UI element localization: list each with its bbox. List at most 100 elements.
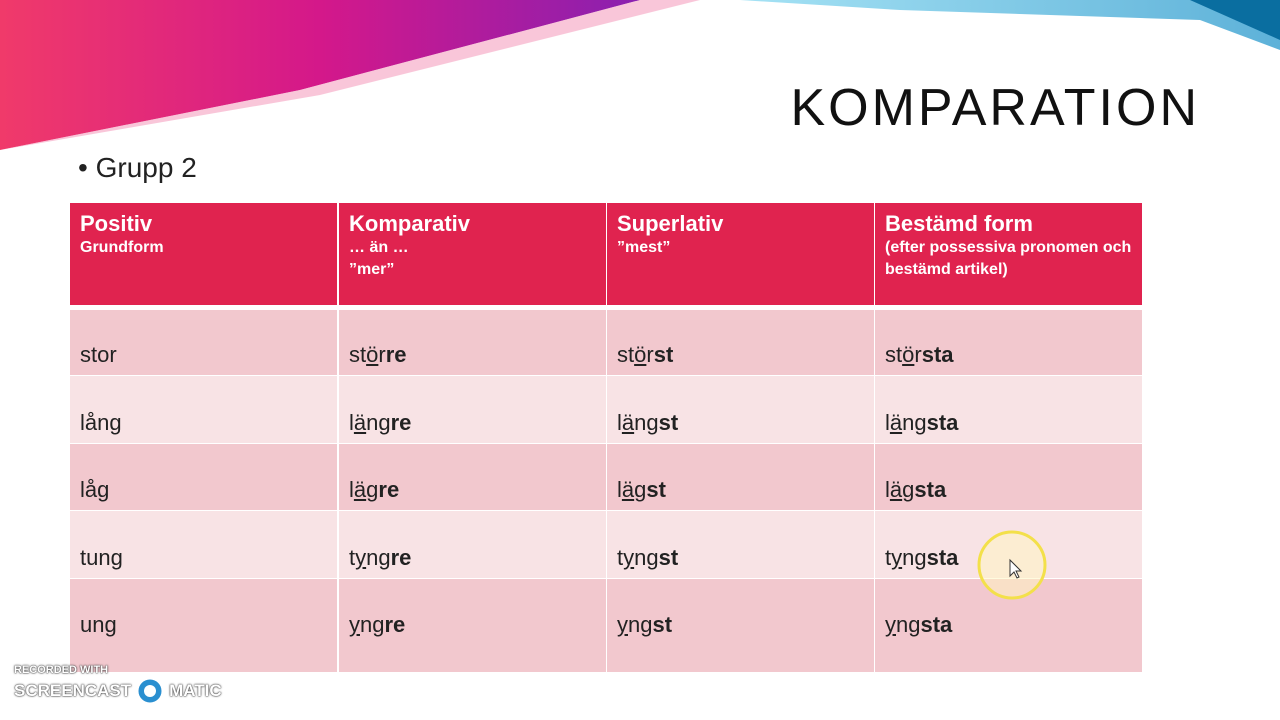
text-segment: tung bbox=[80, 545, 123, 570]
text-segment: re bbox=[384, 612, 406, 637]
table-cell bbox=[875, 444, 1142, 510]
slide-title: KOMPARATION bbox=[790, 79, 1200, 137]
text-segment: st bbox=[646, 477, 666, 502]
text-segment: ä bbox=[353, 410, 367, 435]
text-segment: re bbox=[378, 477, 400, 502]
text-segment: st bbox=[349, 342, 367, 367]
cell-text: lägst bbox=[607, 477, 666, 503]
cell-text: yngst bbox=[607, 612, 672, 638]
cell-text: lång bbox=[70, 410, 122, 436]
table-cell bbox=[70, 579, 337, 672]
text-segment: t bbox=[617, 545, 624, 570]
cell-text: störst bbox=[607, 342, 673, 368]
table-cell bbox=[607, 376, 874, 443]
text-segment: ng bbox=[360, 612, 385, 637]
cell-text: stor bbox=[70, 342, 117, 368]
text-segment: st bbox=[653, 342, 674, 367]
text-segment: l bbox=[885, 477, 890, 502]
cell-text: större bbox=[339, 342, 407, 368]
cursor-highlight bbox=[977, 530, 1047, 600]
text-segment: st bbox=[658, 545, 679, 570]
text-segment: ä bbox=[889, 410, 903, 435]
text-segment: re bbox=[390, 545, 412, 570]
cell-text: lägre bbox=[339, 477, 399, 503]
watermark: RECORDED WITH SCREENCAST MATIC bbox=[14, 664, 222, 706]
text-segment: r bbox=[646, 342, 654, 367]
text-segment: re bbox=[385, 342, 407, 367]
watermark-line: RECORDED WITH bbox=[14, 664, 109, 676]
table-cell bbox=[70, 511, 337, 578]
text-segment: y bbox=[617, 612, 628, 637]
header-title: Komparativ bbox=[349, 211, 471, 236]
text-segment: y bbox=[623, 545, 635, 570]
cell-text: ung bbox=[70, 612, 117, 638]
header-title: Positiv bbox=[80, 211, 153, 236]
text-segment: sta bbox=[920, 612, 953, 637]
text-segment: ung bbox=[80, 612, 117, 637]
table-cell bbox=[875, 310, 1142, 375]
bullet-text: Grupp 2 bbox=[95, 152, 197, 183]
cell-text: längsta bbox=[875, 410, 958, 436]
text-segment: re bbox=[390, 410, 412, 435]
header-title: Superlativ bbox=[617, 211, 724, 236]
table-cell bbox=[875, 376, 1142, 443]
table-cell bbox=[70, 376, 337, 443]
text-segment: ö bbox=[634, 342, 647, 367]
header-subtitle: … än … bbox=[349, 239, 409, 256]
text-segment: t bbox=[885, 545, 892, 570]
text-segment: l bbox=[885, 410, 890, 435]
cell-text: längre bbox=[339, 410, 411, 436]
text-segment: ng bbox=[634, 410, 659, 435]
text-segment: r bbox=[378, 342, 386, 367]
text-segment: y bbox=[349, 612, 360, 637]
header-cell: Superlativ ”mest” bbox=[607, 203, 874, 305]
watermark-text: SCREENCAST bbox=[14, 681, 132, 700]
header-subtitle: ”mest” bbox=[617, 239, 671, 256]
header-cell: Bestämd form (efter possessiva pronomen o… bbox=[875, 203, 1142, 305]
header-cell: Komparativ … än … ”mer” bbox=[339, 203, 606, 305]
cell-text: längst bbox=[607, 410, 678, 436]
text-segment: ö bbox=[902, 342, 915, 367]
text-segment: st bbox=[658, 410, 679, 435]
text-segment: ng bbox=[902, 545, 927, 570]
header-cell: Positiv Grundform bbox=[70, 203, 337, 305]
cell-text: yngsta bbox=[875, 612, 952, 638]
cell-text: tyngst bbox=[607, 545, 678, 571]
text-segment: ö bbox=[366, 342, 379, 367]
text-segment: stor bbox=[80, 342, 117, 367]
text-segment: g bbox=[366, 477, 379, 502]
text-segment: ng bbox=[366, 545, 391, 570]
text-segment: ä bbox=[889, 477, 903, 502]
text-segment: sta bbox=[926, 545, 959, 570]
header-subtitle: (efter possessiva pronomen och bestämd a… bbox=[885, 239, 1132, 278]
table-cell bbox=[339, 511, 606, 578]
text-segment: r bbox=[914, 342, 922, 367]
cell-text: lägsta bbox=[875, 477, 946, 503]
text-segment: ng bbox=[896, 612, 921, 637]
text-segment: st bbox=[652, 612, 673, 637]
text-segment: l bbox=[617, 477, 622, 502]
text-segment: låg bbox=[80, 477, 110, 502]
text-segment: g bbox=[634, 477, 647, 502]
table-cell bbox=[70, 444, 337, 510]
table-cell bbox=[607, 579, 874, 672]
table-cell bbox=[607, 310, 874, 375]
text-segment: sta bbox=[921, 342, 954, 367]
text-segment: ä bbox=[621, 477, 635, 502]
text-segment: ä bbox=[621, 410, 635, 435]
text-segment: st bbox=[617, 342, 635, 367]
text-segment: y bbox=[891, 545, 903, 570]
text-segment: y bbox=[355, 545, 367, 570]
cell-text: tyngre bbox=[339, 545, 411, 571]
text-segment: ng bbox=[628, 612, 653, 637]
bullet: • Grupp 2 bbox=[78, 152, 197, 183]
cell-text: yngre bbox=[339, 612, 405, 638]
header-subtitle: ”mer” bbox=[349, 261, 395, 278]
text-segment: ng bbox=[902, 410, 927, 435]
text-segment: y bbox=[885, 612, 896, 637]
table-cell bbox=[339, 310, 606, 375]
text-segment: l bbox=[617, 410, 622, 435]
text-segment: t bbox=[349, 545, 356, 570]
table-cell bbox=[339, 376, 606, 443]
cell-text: låg bbox=[70, 477, 109, 503]
